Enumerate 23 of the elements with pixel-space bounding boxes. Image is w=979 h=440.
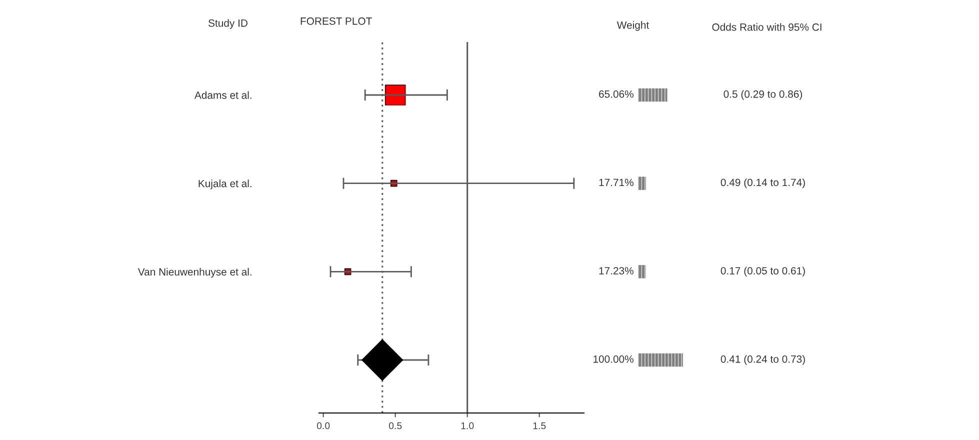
text: 0.49 (0.14 to 1.74) bbox=[720, 178, 805, 188]
chart-title: Weight bbox=[616, 21, 650, 31]
text: 0.41 (0.24 to 0.73) bbox=[720, 355, 805, 365]
x-tick-label: 0.5 bbox=[388, 422, 402, 430]
y-tick-label: Kujala et al. bbox=[198, 180, 252, 190]
y-tick-label: Adams et al. bbox=[194, 91, 252, 99]
data-label: 17.71% bbox=[599, 178, 634, 186]
data-label: 100.00% bbox=[594, 355, 634, 363]
bar bbox=[638, 88, 668, 102]
text: 0.17 (0.05 to 0.61) bbox=[720, 266, 805, 277]
x-tick-label: 1.5 bbox=[533, 422, 546, 430]
bar bbox=[638, 176, 646, 190]
data-label: 65.06% bbox=[599, 90, 634, 98]
data-label: 17.23% bbox=[599, 267, 634, 274]
y-axis-title: Study ID bbox=[208, 19, 248, 29]
text: 0.5 (0.29 to 0.86) bbox=[724, 90, 802, 100]
bar bbox=[638, 265, 646, 278]
x-tick-label: 1.0 bbox=[461, 422, 474, 430]
y-tick-label: Van Nieuwenhuyse et al. bbox=[138, 268, 252, 278]
x-tick-label: 0.0 bbox=[316, 422, 330, 430]
text: Odds Ratio with 95% CI bbox=[712, 23, 822, 31]
chart-title: FOREST PLOT bbox=[300, 17, 372, 25]
bar bbox=[638, 353, 683, 367]
